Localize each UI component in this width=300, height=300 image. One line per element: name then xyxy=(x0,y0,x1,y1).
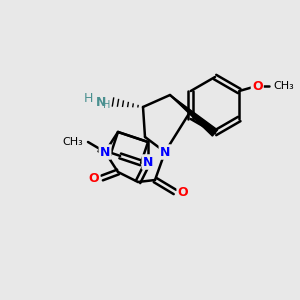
Text: O: O xyxy=(89,172,99,184)
Text: O: O xyxy=(252,80,262,92)
Text: CH₃: CH₃ xyxy=(62,137,83,147)
Polygon shape xyxy=(170,95,218,136)
Text: N: N xyxy=(96,95,106,109)
Text: N: N xyxy=(100,146,110,158)
Text: N: N xyxy=(160,146,170,158)
Text: N: N xyxy=(143,155,153,169)
Text: O: O xyxy=(178,185,188,199)
Text: H: H xyxy=(83,92,93,106)
Text: CH₃: CH₃ xyxy=(273,81,294,91)
Text: H: H xyxy=(103,100,111,110)
